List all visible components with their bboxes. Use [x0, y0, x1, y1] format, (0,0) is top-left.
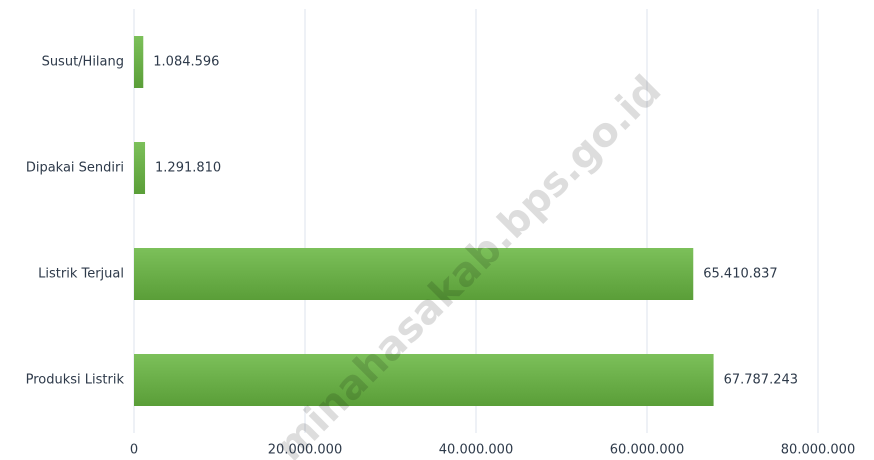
y-tick-label: Dipakai Sendiri [26, 161, 124, 176]
bar [134, 354, 714, 406]
x-tick-label: 60.000.000 [610, 443, 684, 458]
value-label: 65.410.837 [703, 267, 777, 282]
x-tick-label: 0 [130, 443, 138, 458]
bars [134, 36, 714, 406]
bar [134, 248, 694, 300]
value-label: 1.291.810 [155, 161, 221, 176]
x-tick-label: 80.000.000 [781, 443, 855, 458]
value-label: 1.084.596 [153, 55, 219, 70]
y-tick-label: Susut/Hilang [42, 55, 124, 70]
x-tick-label: 20.000.000 [268, 443, 342, 458]
bar [134, 36, 144, 88]
bar [134, 142, 146, 194]
y-tick-label: Produksi Listrik [26, 373, 125, 388]
value-label: 67.787.243 [724, 373, 798, 388]
y-tick-label: Listrik Terjual [38, 267, 124, 282]
x-tick-label: 40.000.000 [439, 443, 513, 458]
